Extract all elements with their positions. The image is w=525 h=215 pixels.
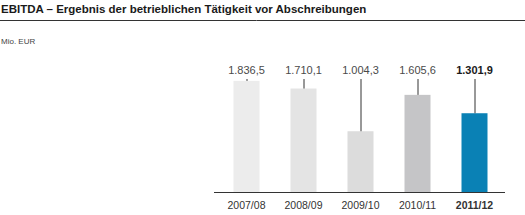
chart-container: EBITDA – Ergebnis der betrieblichen Täti… <box>0 0 525 215</box>
labels: 1.836,5 2007/08 1.710,1 2008/09 1.004,3 2009/… <box>228 64 494 211</box>
title: EBITDA – Ergebnis der betrieblichen Täti… <box>1 3 366 15</box>
bar <box>405 95 431 192</box>
data-label: 1.710,1 <box>285 64 322 76</box>
bar <box>462 113 488 192</box>
x-tick-label: 2011/12 <box>456 199 494 211</box>
bar <box>348 131 374 192</box>
leader-line <box>361 79 362 131</box>
title-rule <box>0 20 525 21</box>
x-tick-label: 2007/08 <box>228 199 266 211</box>
leader-line <box>475 79 476 113</box>
data-label: 1.301,9 <box>456 64 493 76</box>
data-label: 1.004,3 <box>342 64 379 76</box>
data-label: 1.605,6 <box>399 64 436 76</box>
chart-svg: EBITDA – Ergebnis der betrieblichen Täti… <box>0 0 525 215</box>
leader-line <box>304 79 305 89</box>
data-label: 1.836,5 <box>228 64 265 76</box>
subtitle: Mio. EUR <box>1 37 35 46</box>
leader-line <box>418 79 419 95</box>
x-tick-label: 2008/09 <box>285 199 323 211</box>
x-tick-label: 2010/11 <box>399 199 436 211</box>
bar <box>291 89 317 192</box>
bar <box>234 81 260 192</box>
leader-line <box>247 79 248 81</box>
x-tick-label: 2009/10 <box>342 199 380 211</box>
x-axis <box>214 192 505 193</box>
